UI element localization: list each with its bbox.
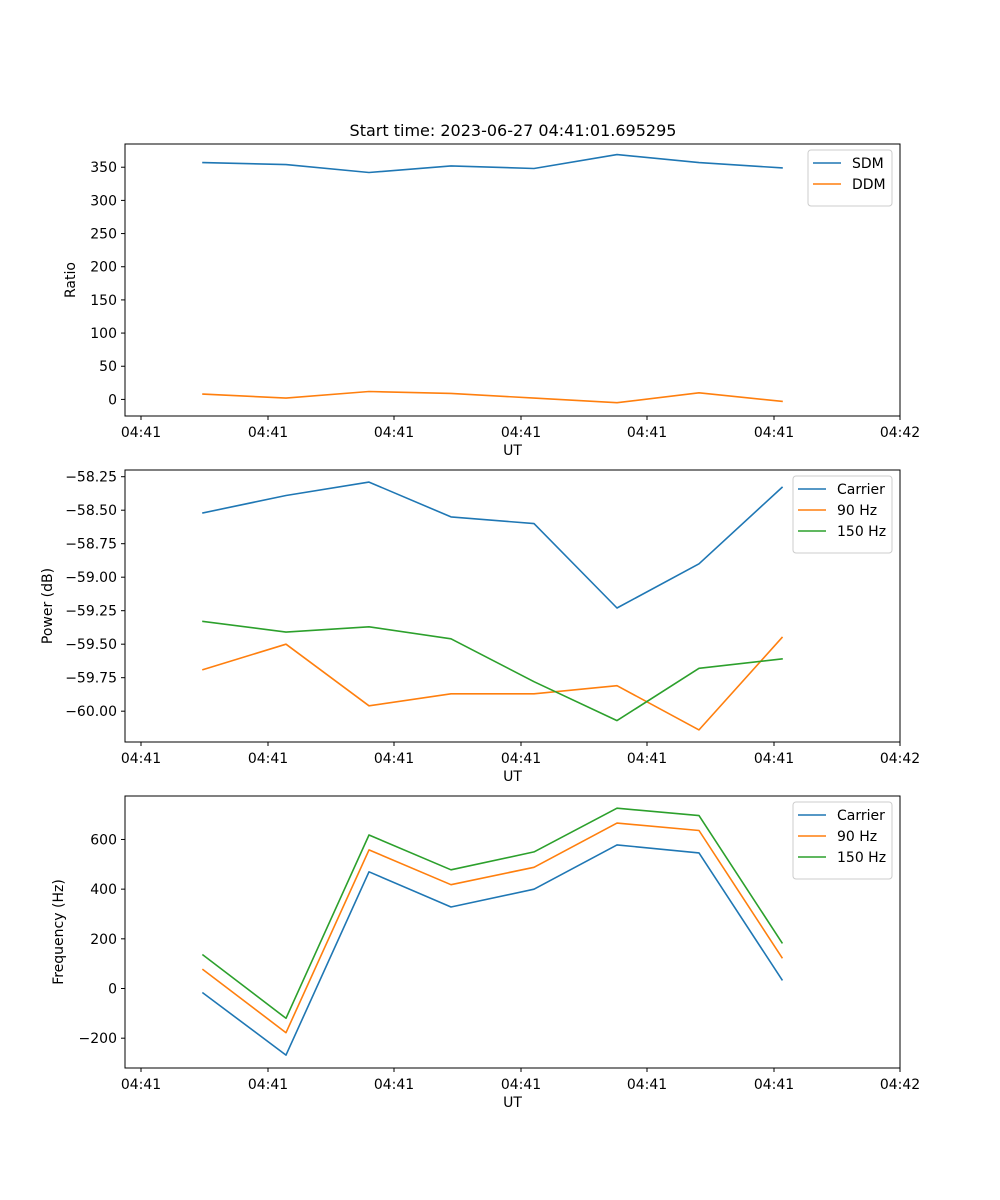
y-tick-label: −59.50 xyxy=(65,637,117,653)
x-tick-label: 04:41 xyxy=(248,425,288,441)
x-tick-label: 04:41 xyxy=(754,425,794,441)
legend-label: 90 Hz xyxy=(837,503,877,519)
x-tick-label: 04:41 xyxy=(374,751,414,767)
legend-box xyxy=(792,475,893,554)
legend: Carrier 90 Hz 150 Hz xyxy=(792,475,893,554)
x-axis-label: UT xyxy=(503,1095,522,1111)
legend-label: Carrier xyxy=(837,808,885,824)
plot-frame xyxy=(124,143,901,417)
x-tick-label: 04:41 xyxy=(627,751,667,767)
x-axis-label: UT xyxy=(503,769,522,785)
y-axis-label: Ratio xyxy=(63,262,79,298)
series-line-1 xyxy=(202,153,783,174)
series-group xyxy=(202,481,784,731)
series-line-3 xyxy=(201,807,784,1020)
panel-3: 04:41 04:41 04:41 04:41 04:41 04:41 04:42 −200 0… xyxy=(51,795,920,1111)
series-group xyxy=(201,807,784,1056)
legend: Carrier 90 Hz 150 Hz xyxy=(792,801,893,880)
y-axis-label: Power (dB) xyxy=(40,568,56,644)
x-tick-label: 04:42 xyxy=(880,425,920,441)
y-tick-label: 100 xyxy=(90,326,117,342)
legend-label: 150 Hz xyxy=(837,850,886,866)
legend-box xyxy=(807,149,893,207)
y-tick-label: 300 xyxy=(90,193,117,209)
y-tick-label: 0 xyxy=(108,982,117,998)
y-tick-label: 50 xyxy=(99,359,117,375)
y-tick-label: 600 xyxy=(90,832,117,848)
y-tick-label: −60.00 xyxy=(65,704,117,720)
legend-label: DDM xyxy=(852,177,886,193)
panel-1: 04:41 04:41 04:41 04:41 04:41 04:41 04:42 0 50 10… xyxy=(63,143,920,459)
panels: 04:41 04:41 04:41 04:41 04:41 04:41 04:42 0 50 10… xyxy=(40,143,920,1111)
x-tick-label: 04:41 xyxy=(501,751,541,767)
y-tick-label: −59.75 xyxy=(65,671,117,687)
y-tick-label: 200 xyxy=(90,932,117,948)
series-line-3 xyxy=(202,620,783,722)
x-tick-label: 04:41 xyxy=(374,1077,414,1093)
y-tick-label: 150 xyxy=(90,293,117,309)
y-tick-label: −58.50 xyxy=(65,503,117,519)
x-tick-label: 04:42 xyxy=(880,1077,920,1093)
x-tick-label: 04:41 xyxy=(627,1077,667,1093)
x-tick-label: 04:41 xyxy=(248,1077,288,1093)
x-tick-label: 04:42 xyxy=(880,751,920,767)
y-tick-label: 400 xyxy=(90,882,117,898)
chart-title: Start time: 2023-06-27 04:41:01.695295 xyxy=(350,121,677,140)
series-group xyxy=(202,153,783,404)
legend-label: SDM xyxy=(852,156,884,172)
y-tick-label: 0 xyxy=(108,392,117,408)
y-tick-label: −58.25 xyxy=(65,470,117,486)
x-tick-label: 04:41 xyxy=(374,425,414,441)
y-tick-label: −59.25 xyxy=(65,604,117,620)
y-tick-label: −200 xyxy=(79,1031,117,1047)
series-line-2 xyxy=(202,636,784,731)
series-line-1 xyxy=(202,481,784,609)
legend-label: 150 Hz xyxy=(837,524,886,540)
y-axis-label: Frequency (Hz) xyxy=(51,879,67,985)
series-line-2 xyxy=(201,822,784,1034)
x-axis-label: UT xyxy=(503,443,522,459)
plot-frame xyxy=(124,469,901,743)
x-tick-label: 04:41 xyxy=(248,751,288,767)
x-tick-label: 04:41 xyxy=(501,1077,541,1093)
x-tick-label: 04:41 xyxy=(121,1077,161,1093)
plot-frame xyxy=(124,795,901,1069)
y-tick-label: 350 xyxy=(90,160,117,176)
x-tick-label: 04:41 xyxy=(501,425,541,441)
x-tick-label: 04:41 xyxy=(121,751,161,767)
x-tick-label: 04:41 xyxy=(754,1077,794,1093)
panel-2: 04:41 04:41 04:41 04:41 04:41 04:41 04:42 −60.0… xyxy=(40,469,920,785)
x-tick-label: 04:41 xyxy=(121,425,161,441)
legend-label: Carrier xyxy=(837,482,885,498)
series-line-1 xyxy=(201,844,784,1056)
x-tick-label: 04:41 xyxy=(754,751,794,767)
legend-label: 90 Hz xyxy=(837,829,877,845)
series-line-2 xyxy=(202,390,783,404)
y-tick-label: −58.75 xyxy=(65,537,117,553)
legend: SDM DDM xyxy=(807,149,893,207)
y-tick-label: 200 xyxy=(90,260,117,276)
legend-box xyxy=(792,801,893,880)
y-tick-label: 250 xyxy=(90,227,117,243)
y-tick-label: −59.00 xyxy=(65,570,117,586)
x-tick-label: 04:41 xyxy=(627,425,667,441)
